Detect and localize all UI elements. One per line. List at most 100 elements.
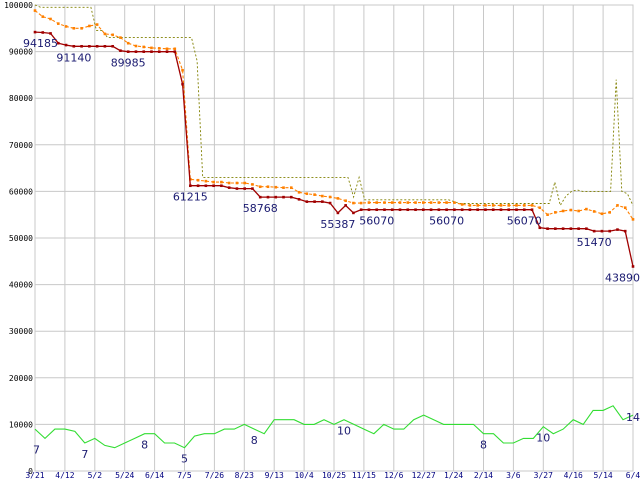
- price-point: [538, 226, 542, 230]
- upper-point: [289, 186, 293, 189]
- price-point: [111, 44, 114, 48]
- upper-point: [429, 201, 433, 204]
- price-point: [499, 208, 503, 212]
- x-tick-label: 2/14: [474, 471, 493, 480]
- price-point: [414, 208, 417, 212]
- price-point: [165, 50, 169, 53]
- x-tick-label: 4/12: [55, 471, 74, 480]
- price-point: [592, 229, 596, 233]
- upper-point: [336, 197, 340, 200]
- upper-point: [204, 179, 208, 183]
- upper-point: [499, 204, 503, 207]
- upper-point: [367, 201, 371, 204]
- price-point: [204, 184, 208, 188]
- ceiling-series-line: [34, 4, 634, 207]
- ranking-data-label: 8: [251, 434, 258, 447]
- price-point: [328, 201, 332, 205]
- price-point: [189, 184, 192, 188]
- price-point: [453, 208, 456, 212]
- price-point: [103, 44, 107, 48]
- price-point: [80, 44, 83, 48]
- price-point: [49, 32, 52, 35]
- upper-point: [460, 203, 464, 206]
- price-point: [429, 208, 433, 212]
- upper-point: [88, 24, 91, 28]
- upper-point: [251, 183, 254, 186]
- upper-point: [546, 213, 549, 216]
- price-point: [119, 49, 122, 52]
- upper-point: [530, 204, 534, 207]
- price-data-label: 58768: [243, 202, 278, 215]
- price-point: [398, 208, 402, 212]
- y-tick-label: 60000: [9, 187, 33, 196]
- price-point: [142, 50, 146, 53]
- price-data-label: 56070: [507, 215, 542, 228]
- upper-point: [181, 68, 184, 72]
- ranking-data-label: 7: [33, 443, 40, 456]
- upper-point: [631, 218, 635, 221]
- price-point: [134, 50, 138, 53]
- x-tick-label: 5/14: [593, 471, 612, 480]
- upper-point: [328, 195, 332, 199]
- ranking-data-label: 5: [181, 453, 188, 466]
- price-point: [196, 184, 200, 188]
- price-data-label: 51470: [577, 236, 612, 249]
- upper-point: [468, 204, 472, 207]
- upper-point: [165, 47, 169, 51]
- upper-point: [258, 185, 262, 189]
- y-tick-label: 80000: [9, 94, 33, 103]
- price-point: [484, 208, 487, 212]
- price-point: [515, 208, 518, 212]
- upper-point: [453, 201, 456, 204]
- x-tick-label: 10/4: [294, 471, 313, 480]
- x-tick-label: 11/15: [352, 471, 376, 480]
- price-data-label: 91140: [56, 51, 91, 64]
- y-tick-label: 30000: [9, 327, 33, 336]
- upper-point: [554, 211, 557, 214]
- upper-point: [56, 22, 60, 25]
- price-data-label: 61215: [173, 191, 208, 204]
- price-point: [406, 208, 410, 212]
- ranking-data-label: 7: [81, 448, 88, 461]
- upper-point: [313, 193, 316, 196]
- price-point: [491, 208, 495, 212]
- y-tick-label: 70000: [9, 141, 33, 150]
- upper-point: [359, 201, 363, 205]
- upper-point: [212, 180, 215, 184]
- price-point: [235, 187, 239, 190]
- x-tick-label: 4/16: [564, 471, 583, 480]
- upper-point: [375, 201, 379, 204]
- upper-point: [414, 201, 417, 204]
- x-tick-label: 6/4: [626, 471, 640, 480]
- ranking-data-label: 14: [626, 411, 640, 424]
- price-point: [530, 208, 534, 212]
- price-point: [616, 228, 619, 231]
- x-tick-label: 10/25: [322, 471, 346, 480]
- price-point: [460, 208, 464, 212]
- x-tick-label: 6/14: [145, 471, 164, 480]
- upper-point: [72, 27, 76, 30]
- x-tick-label: 5/24: [115, 471, 134, 480]
- upper-point: [173, 47, 177, 51]
- upper-point: [538, 206, 542, 210]
- upper-point: [515, 204, 518, 207]
- axis-ticks: 0 10000 20000 30000 40000 50000 60000 70000 8000…: [4, 1, 640, 480]
- price-point: [150, 50, 153, 53]
- chart-series: [33, 4, 635, 449]
- price-point: [375, 208, 379, 212]
- price-point: [468, 208, 472, 212]
- ranking-series-line: [34, 405, 634, 449]
- price-point: [88, 44, 91, 48]
- x-tick-label: 12/6: [384, 471, 403, 480]
- price-point: [313, 200, 316, 203]
- upper-point: [142, 45, 146, 49]
- y-tick-label: 90000: [9, 48, 33, 57]
- x-tick-label: 9/13: [265, 471, 284, 480]
- upper-point: [227, 181, 231, 185]
- price-point: [243, 187, 246, 190]
- upper-point: [243, 181, 246, 185]
- price-point: [546, 227, 549, 230]
- upper-point: [103, 32, 107, 36]
- ranking-data-label: 8: [141, 439, 148, 452]
